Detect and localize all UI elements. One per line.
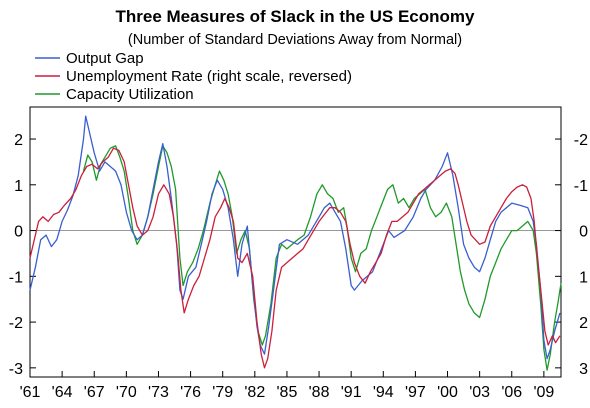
x-axis: '61 '64 '67 '70 '73 '76 '79 '82 '85 '88 '91 '94 '97 '… [20,371,554,401]
x-tick-label: '88 [309,384,330,401]
x-tick-label: '00 [437,384,458,401]
left-y-tick-label: -1 [9,269,23,286]
legend-label: Unemployment Rate (right scale, reversed… [66,68,352,85]
right-y-axis: -2 -1 0 1 2 3 [555,132,588,378]
right-y-tick-label: -1 [574,178,588,195]
right-y-tick-label: -2 [574,132,588,149]
x-tick-label: '09 [533,384,554,401]
chart-subtitle: (Number of Standard Deviations Away from… [128,32,462,48]
series-line-unemployment-rate [29,147,561,369]
x-tick-label: '94 [373,384,394,401]
x-tick-label: '06 [501,384,522,401]
x-tick-label: '64 [52,384,73,401]
left-y-tick-label: 1 [14,178,23,195]
x-tick-label: '85 [277,384,298,401]
left-y-tick-label: -3 [9,361,23,378]
right-y-tick-label: 1 [579,269,588,286]
right-y-tick-label: 2 [579,315,588,332]
x-tick-label: '91 [341,384,362,401]
x-tick-label: '76 [180,384,201,401]
series-line-output-gap [29,115,561,360]
x-tick-label: '70 [116,384,137,401]
left-y-axis: 2 1 0 -1 -2 -3 [9,132,36,378]
legend-label: Output Gap [66,50,144,67]
x-tick-label: '03 [469,384,490,401]
right-y-tick-label: 3 [579,361,588,378]
x-tick-label: '61 [20,384,41,401]
left-y-tick-label: -2 [9,315,23,332]
x-tick-label: '67 [84,384,105,401]
chart-title: Three Measures of Slack in the US Econom… [115,7,475,26]
left-y-tick-label: 0 [14,224,23,241]
x-tick-label: '97 [405,384,426,401]
series-group [29,115,562,371]
x-tick-label: '73 [148,384,169,401]
right-y-tick-label: 0 [579,224,588,241]
series-line-capacity-utilization [82,145,562,371]
x-tick-label: '82 [244,384,265,401]
legend-label: Capacity Utilization [66,86,194,103]
left-y-tick-label: 2 [14,132,23,149]
x-tick-label: '79 [212,384,233,401]
